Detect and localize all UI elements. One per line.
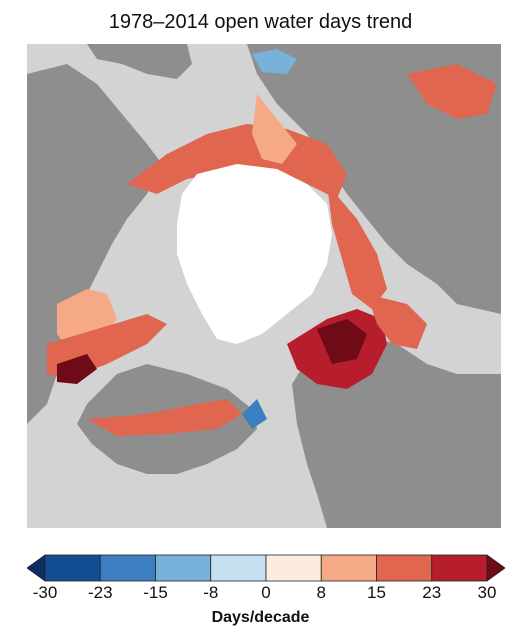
- colorbar-tick-label: -8: [203, 583, 219, 602]
- colorbar-tick-label: 8: [316, 583, 326, 602]
- colorbar-arrow-low: [27, 554, 46, 582]
- colorbar-tick-label: -30: [32, 583, 58, 602]
- alaska-land: [87, 44, 192, 79]
- trend-band-laptev: [327, 184, 387, 309]
- trend-band-east-siberian: [252, 94, 297, 164]
- colorbar-tick-label: 30: [477, 583, 497, 602]
- colorbar-cell: [376, 554, 433, 582]
- trend-band-bering-negative: [252, 49, 297, 74]
- colorbar-arrow-high: [486, 554, 505, 582]
- colorbar-cell: [431, 554, 488, 582]
- colorbar-cell: [265, 554, 322, 582]
- trend-band-barents-east: [367, 294, 427, 349]
- colorbar-tick-label: 23: [422, 583, 442, 602]
- map-title: 1978–2014 open water days trend: [108, 11, 413, 33]
- trend-band-fram-negative: [242, 399, 267, 429]
- trend-band-kara-core: [317, 319, 367, 364]
- trend-band-bering: [407, 64, 497, 119]
- arctic-map-canvas: [27, 44, 501, 528]
- colorbar-cell: [99, 554, 156, 582]
- colorbar-cell: [210, 554, 267, 582]
- arctic-map: [27, 44, 501, 528]
- trend-bands: [47, 49, 497, 436]
- trend-band-baffin-core: [57, 354, 97, 384]
- colorbar-tick-label: -23: [87, 583, 113, 602]
- trend-band-greenland-east: [87, 399, 242, 436]
- colorbar-tick-label: 15: [367, 583, 386, 602]
- colorbar-units-label: Days/decade: [211, 609, 310, 626]
- perennial-ice-area: [177, 164, 332, 344]
- colorbar-cell: [155, 554, 212, 582]
- colorbar: [27, 554, 505, 582]
- colorbar-cell: [320, 554, 377, 582]
- colorbar-cell: [44, 554, 101, 582]
- colorbar-tick-label: 0: [261, 583, 271, 602]
- colorbar-tick-label: -15: [143, 583, 168, 602]
- siberia-land: [247, 44, 501, 314]
- colorbar-cells: [44, 554, 488, 582]
